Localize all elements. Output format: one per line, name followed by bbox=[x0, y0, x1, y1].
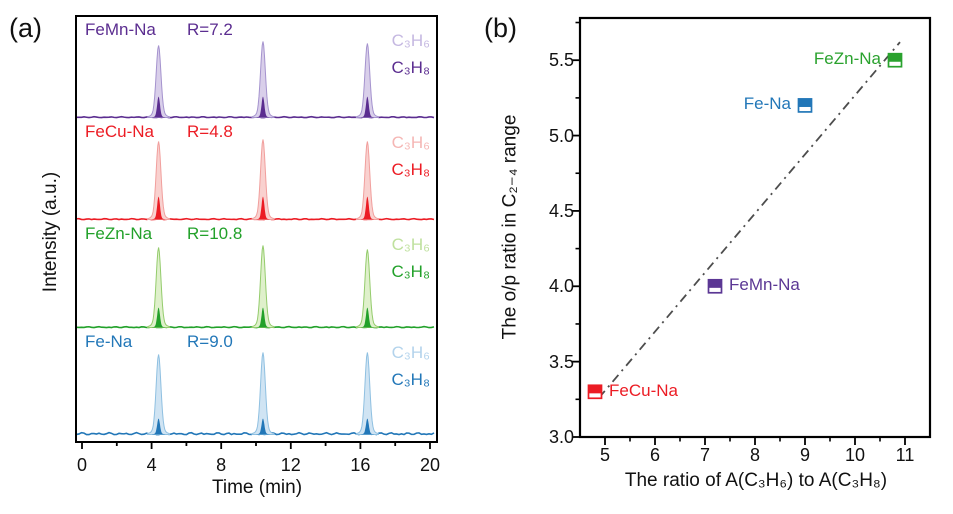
panel-b-x-tick-7: 7 bbox=[699, 445, 711, 465]
data-point-FeZn-Na bbox=[887, 52, 903, 68]
panel-b-y-tick-5.0: 5.0 bbox=[548, 125, 574, 146]
species-label-c3h8-FeCu-Na: C₃H₈ bbox=[391, 160, 430, 179]
peak-light-FeZn-Na-3 bbox=[355, 249, 379, 328]
peak-light-FeCu-Na-1 bbox=[147, 141, 171, 220]
trace-name-FeMn-Na: FeMn-Na bbox=[85, 20, 156, 39]
panel-a-chart-svg bbox=[75, 15, 438, 449]
trace-r-value-Fe-Na: R=9.0 bbox=[187, 332, 233, 351]
trace-r-value-FeMn-Na: R=7.2 bbox=[187, 20, 233, 39]
peak-light-Fe-Na-3 bbox=[355, 352, 379, 435]
trace-name-FeZn-Na: FeZn-Na bbox=[85, 224, 153, 243]
peak-light-FeCu-Na-2 bbox=[251, 139, 275, 220]
panel-b-x-tick-8: 8 bbox=[749, 445, 761, 465]
panel-a-x-axis-label: Time (min) bbox=[211, 477, 303, 498]
panel-b-y-tick-3.0: 3.0 bbox=[548, 427, 574, 447]
data-point-FeMn-Na bbox=[707, 278, 723, 294]
trend-line bbox=[598, 41, 901, 399]
panel-b-x-tick-6: 6 bbox=[649, 445, 661, 465]
trace-r-value-FeCu-Na: R=4.8 bbox=[187, 122, 233, 141]
peak-light-FeZn-Na-2 bbox=[251, 245, 275, 328]
peak-light-FeMn-Na-2 bbox=[251, 41, 275, 118]
peak-dark-Fe-Na-1 bbox=[152, 418, 166, 435]
data-point-FeCu-Na bbox=[587, 384, 603, 400]
peak-dark-FeCu-Na-1 bbox=[152, 196, 166, 220]
marker-fill-FeZn-Na bbox=[888, 53, 902, 62]
species-label-c3h8-Fe-Na: C₃H₈ bbox=[391, 370, 430, 389]
trace-name-Fe-Na: Fe-Na bbox=[85, 332, 133, 351]
panel-a-x-tick-0: 0 bbox=[76, 455, 88, 475]
point-label-FeCu-Na: FeCu-Na bbox=[609, 380, 678, 400]
trace-r-value-FeZn-Na: R=10.8 bbox=[187, 224, 243, 243]
peak-dark-FeMn-Na-3 bbox=[360, 96, 374, 118]
peak-dark-Fe-Na-2 bbox=[256, 418, 270, 435]
peak-light-FeMn-Na-3 bbox=[355, 43, 379, 118]
species-label-c3h6-FeCu-Na: C₃H₆ bbox=[391, 133, 430, 152]
peak-dark-FeCu-Na-3 bbox=[360, 196, 374, 220]
panel-b-chart-svg bbox=[572, 16, 932, 445]
trace-name-FeCu-Na: FeCu-Na bbox=[85, 122, 154, 141]
peak-light-Fe-Na-1 bbox=[147, 354, 171, 435]
panel-a-x-tick-12: 12 bbox=[280, 455, 301, 475]
panel-b-y-axis-label: The o/p ratio in C₂₋₄ range bbox=[499, 114, 521, 340]
panel-a-tag: (a) bbox=[9, 13, 42, 43]
peak-dark-FeZn-Na-1 bbox=[152, 307, 166, 328]
point-label-Fe-Na: Fe-Na bbox=[743, 94, 791, 114]
marker-fill-FeMn-Na bbox=[708, 279, 722, 288]
panel-a-x-tick-8: 8 bbox=[216, 455, 227, 475]
peak-light-Fe-Na-2 bbox=[251, 352, 275, 435]
panel-a-x-tick-20: 20 bbox=[419, 455, 441, 475]
panel-a-x-tick-4: 4 bbox=[146, 455, 157, 475]
peak-dark-FeMn-Na-1 bbox=[152, 96, 166, 118]
peak-dark-FeMn-Na-2 bbox=[256, 96, 270, 118]
marker-fill-FeCu-Na bbox=[588, 385, 602, 394]
panel-b-y-tick-3.5: 3.5 bbox=[548, 351, 574, 372]
panel-b-y-tick-4.0: 4.0 bbox=[548, 276, 574, 297]
peak-dark-FeCu-Na-2 bbox=[256, 196, 270, 220]
panel-b-tag: (b) bbox=[484, 13, 517, 43]
panel-b-y-tick-5.5: 5.5 bbox=[548, 50, 574, 71]
peak-light-FeCu-Na-3 bbox=[355, 141, 379, 220]
species-label-c3h8-FeMn-Na: C₃H₈ bbox=[391, 58, 430, 77]
panel-b-x-tick-10: 10 bbox=[844, 445, 866, 465]
species-label-c3h6-FeMn-Na: C₃H₆ bbox=[391, 31, 430, 50]
marker-fill-Fe-Na bbox=[798, 98, 812, 107]
panel-a-y-axis-label: Intensity (a.u.) bbox=[40, 171, 61, 293]
panel-b-y-tick-4.5: 4.5 bbox=[548, 200, 574, 221]
peak-dark-FeZn-Na-3 bbox=[360, 307, 374, 328]
point-label-FeZn-Na: FeZn-Na bbox=[813, 49, 881, 69]
peak-light-FeZn-Na-1 bbox=[147, 247, 171, 328]
point-label-FeMn-Na: FeMn-Na bbox=[729, 275, 800, 295]
species-label-c3h6-FeZn-Na: C₃H₆ bbox=[391, 235, 430, 254]
panel-b-x-axis-label: The ratio of A(C₃H₆) to A(C₃H₈) bbox=[624, 470, 888, 491]
panel-a-x-tick-16: 16 bbox=[350, 455, 371, 475]
data-point-Fe-Na bbox=[797, 98, 813, 113]
panel-b-axes-box bbox=[578, 16, 932, 439]
peak-dark-FeZn-Na-2 bbox=[256, 307, 270, 328]
panel-b-x-tick-9: 9 bbox=[799, 445, 811, 465]
peak-light-FeMn-Na-1 bbox=[147, 45, 171, 118]
panel-b-x-tick-5: 5 bbox=[599, 445, 611, 465]
peak-dark-Fe-Na-3 bbox=[360, 418, 374, 435]
panel-b-x-tick-11: 11 bbox=[895, 445, 915, 465]
species-label-c3h6-Fe-Na: C₃H₆ bbox=[391, 343, 430, 362]
species-label-c3h8-FeZn-Na: C₃H₈ bbox=[391, 262, 430, 281]
